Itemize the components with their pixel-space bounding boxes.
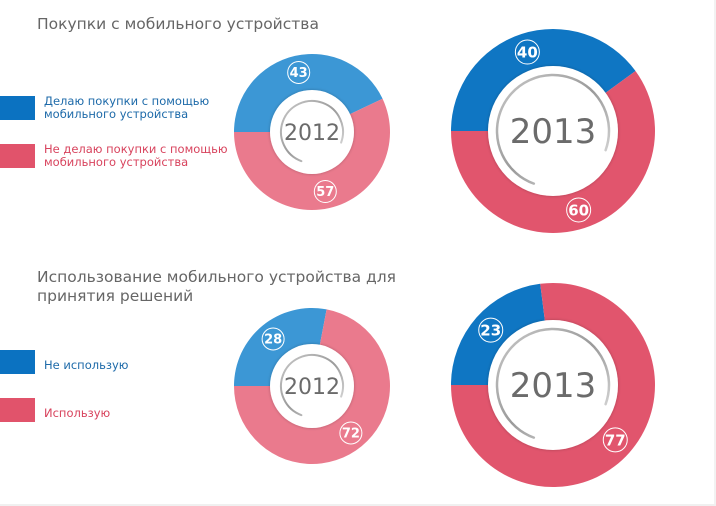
donut-center	[270, 90, 354, 174]
value-label: 23	[480, 322, 501, 340]
value-label: 57	[316, 185, 334, 200]
decorative-ring	[280, 354, 344, 417]
year-label: 2012	[284, 121, 340, 146]
donut-center	[488, 66, 618, 196]
legend-label-not-shop-mobile: Не делаю покупки с помощью мобильного ус…	[44, 142, 228, 169]
section-title-purchases: Покупки с мобильного устройства	[37, 15, 319, 33]
legend-swatch-blue	[0, 96, 35, 120]
donut-slice-pink	[451, 71, 655, 234]
donut-slice-blue	[451, 283, 546, 385]
value-label-circle	[478, 317, 504, 343]
year-label: 2013	[510, 112, 597, 152]
value-label-circle	[261, 327, 285, 351]
decorative-ring	[495, 327, 611, 439]
value-label: 72	[342, 427, 360, 442]
legend-swatch-pink	[0, 144, 35, 168]
donut-center	[488, 320, 618, 450]
value-label: 77	[605, 431, 626, 449]
value-label-circle	[514, 39, 540, 65]
legend-swatch-blue	[0, 350, 35, 374]
donut-slice-pink	[234, 98, 390, 210]
legend-label-not-use: Не использую	[44, 358, 129, 372]
value-label-circle	[602, 427, 628, 453]
frame-edge	[714, 0, 716, 506]
donut-slice-pink	[234, 309, 390, 464]
value-label-circle	[313, 180, 337, 204]
decorative-ring	[495, 73, 611, 185]
decorative-ring	[280, 100, 344, 163]
legend-label-use: Использую	[44, 406, 111, 420]
value-label: 40	[517, 43, 538, 61]
donut-center	[270, 344, 354, 428]
donut-slice-blue	[451, 29, 636, 131]
donut-2012: 2012 28 72	[234, 308, 390, 464]
frame-edge	[0, 504, 716, 506]
donut-slice-blue	[234, 54, 383, 132]
value-label-circle	[566, 197, 592, 223]
donut-2012: 2012 43 57	[234, 54, 390, 210]
value-label: 43	[290, 66, 308, 81]
legend-swatch-pink	[0, 398, 35, 422]
legend-label-shop-mobile: Делаю покупки с помощью мобильного устро…	[44, 94, 210, 121]
value-label-circle	[339, 421, 363, 445]
donut-2013: 2013 40 60	[451, 29, 655, 234]
year-label: 2013	[510, 366, 597, 406]
year-label: 2012	[284, 375, 340, 400]
donut-2013: 2013 23 77	[451, 283, 655, 487]
section-title-decisions: Использование мобильного устройства для …	[37, 268, 397, 305]
value-label-circle	[287, 60, 311, 84]
value-label: 60	[568, 201, 589, 219]
value-label: 28	[264, 333, 282, 348]
